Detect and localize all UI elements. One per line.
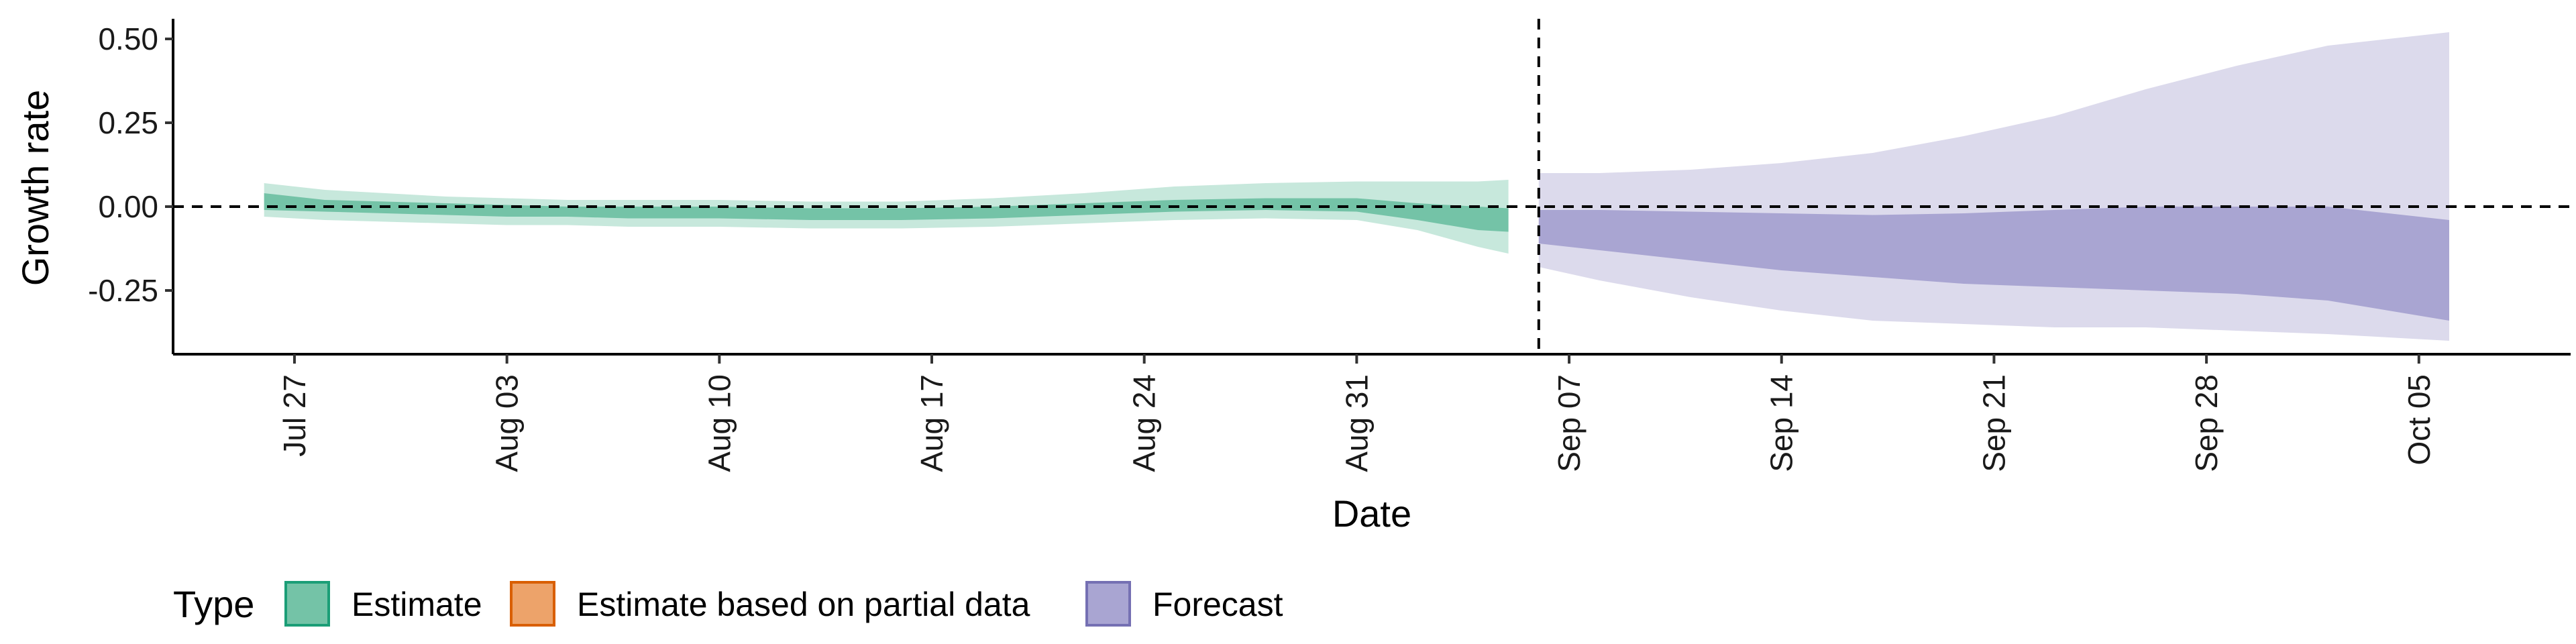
x-tick-label: Oct 05 xyxy=(2402,374,2436,466)
x-tick-label: Aug 10 xyxy=(702,374,737,472)
x-tick-label: Aug 17 xyxy=(914,374,949,472)
x-tick-label: Sep 07 xyxy=(1552,374,1587,472)
y-axis-title: Growth rate xyxy=(14,90,56,286)
legend: Type Estimate Estimate based on partial … xyxy=(173,581,1283,627)
x-tick-label: Jul 27 xyxy=(277,374,312,457)
legend-label-forecast: Forecast xyxy=(1152,586,1283,623)
axes xyxy=(172,19,2571,356)
x-tick-label: Sep 14 xyxy=(1764,374,1799,472)
y-tick-label: 0.50 xyxy=(98,21,158,56)
y-tick-label: -0.25 xyxy=(88,273,158,308)
legend-label-partial: Estimate based on partial data xyxy=(577,586,1030,623)
x-axis-title: Date xyxy=(1332,492,1411,535)
y-tick-label: 0.00 xyxy=(98,189,158,224)
reference-lines xyxy=(173,19,2571,354)
legend-title: Type xyxy=(173,583,254,625)
y-tick-label: 0.25 xyxy=(98,105,158,140)
x-tick-label: Aug 03 xyxy=(490,374,525,472)
x-ticks: Jul 27 Aug 03 Aug 10 Aug 17 Aug 24 Aug 31 Sep … xyxy=(277,354,2436,472)
legend-key-estimate xyxy=(284,581,330,627)
estimate-band-50 xyxy=(264,193,1509,232)
y-ticks: 0.50 0.25 0.00 -0.25 xyxy=(88,21,173,308)
legend-key-partial xyxy=(510,581,555,627)
forecast-band-50 xyxy=(1538,207,2449,321)
plot-bands xyxy=(264,32,2449,341)
x-tick-label: Aug 24 xyxy=(1127,374,1162,472)
x-tick-label: Aug 31 xyxy=(1339,374,1374,472)
x-tick-label: Sep 21 xyxy=(1976,374,2011,472)
legend-label-estimate: Estimate xyxy=(352,586,482,623)
x-tick-label: Sep 28 xyxy=(2189,374,2224,472)
legend-key-forecast xyxy=(1085,581,1131,627)
